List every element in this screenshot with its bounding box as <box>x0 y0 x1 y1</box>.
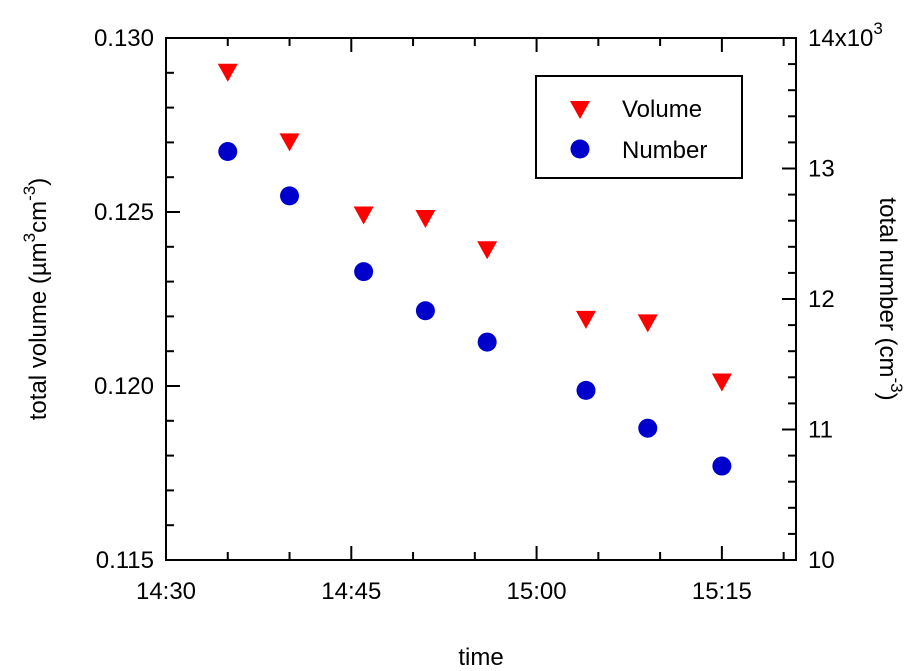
legend-box <box>535 75 743 179</box>
tick-labels: 14:30 14:45 15:00 15:15 0.115 0.120 0.125 0.130… <box>94 19 883 605</box>
y-left-tick-label: 0.115 <box>96 547 154 574</box>
number-point <box>638 418 658 438</box>
number-point <box>415 301 435 321</box>
volume-point <box>217 63 238 82</box>
number-point <box>477 332 497 352</box>
volume-point <box>415 209 436 228</box>
volume-point <box>353 206 374 225</box>
y-right-tick-label: 12 <box>808 286 835 313</box>
legend-volume-label: Volume <box>622 96 702 123</box>
number-point <box>354 262 374 282</box>
y-left-tick-label: 0.120 <box>94 373 154 400</box>
volume-point <box>576 310 596 329</box>
y-left-tick-label: 0.130 <box>94 25 154 52</box>
volume-point <box>477 241 498 260</box>
data-points <box>217 63 732 476</box>
number-point <box>576 380 596 400</box>
y-left-tick-label: 0.125 <box>94 199 154 226</box>
volume-point <box>279 133 300 152</box>
y-right-tick-label: 11 <box>808 417 833 444</box>
number-point <box>218 142 238 162</box>
x-tick-label: 14:30 <box>136 578 196 605</box>
x-axis-title: time <box>458 644 503 671</box>
y-right-tick-label: 10 <box>808 547 835 574</box>
tick-marks <box>165 37 796 561</box>
x-tick-label: 14:45 <box>321 578 381 605</box>
x-tick-label: 15:15 <box>692 578 752 605</box>
number-point <box>280 186 300 206</box>
y-axis-left-title: total volume (µm3cm-3) <box>20 178 52 420</box>
volume-point <box>637 314 658 333</box>
y-axis-right-title: total number (cm-3) <box>874 197 906 400</box>
legend-number-marker <box>570 139 590 159</box>
volume-point <box>711 373 732 392</box>
legend-volume-marker <box>570 101 590 119</box>
y-right-tick-label: 13 <box>808 156 835 183</box>
y-right-tick-label: 14x103 <box>808 19 883 52</box>
x-tick-label: 15:00 <box>507 578 567 605</box>
legend: Volume Number <box>535 75 743 179</box>
legend-number-label: Number <box>622 137 707 164</box>
number-point <box>712 456 732 476</box>
